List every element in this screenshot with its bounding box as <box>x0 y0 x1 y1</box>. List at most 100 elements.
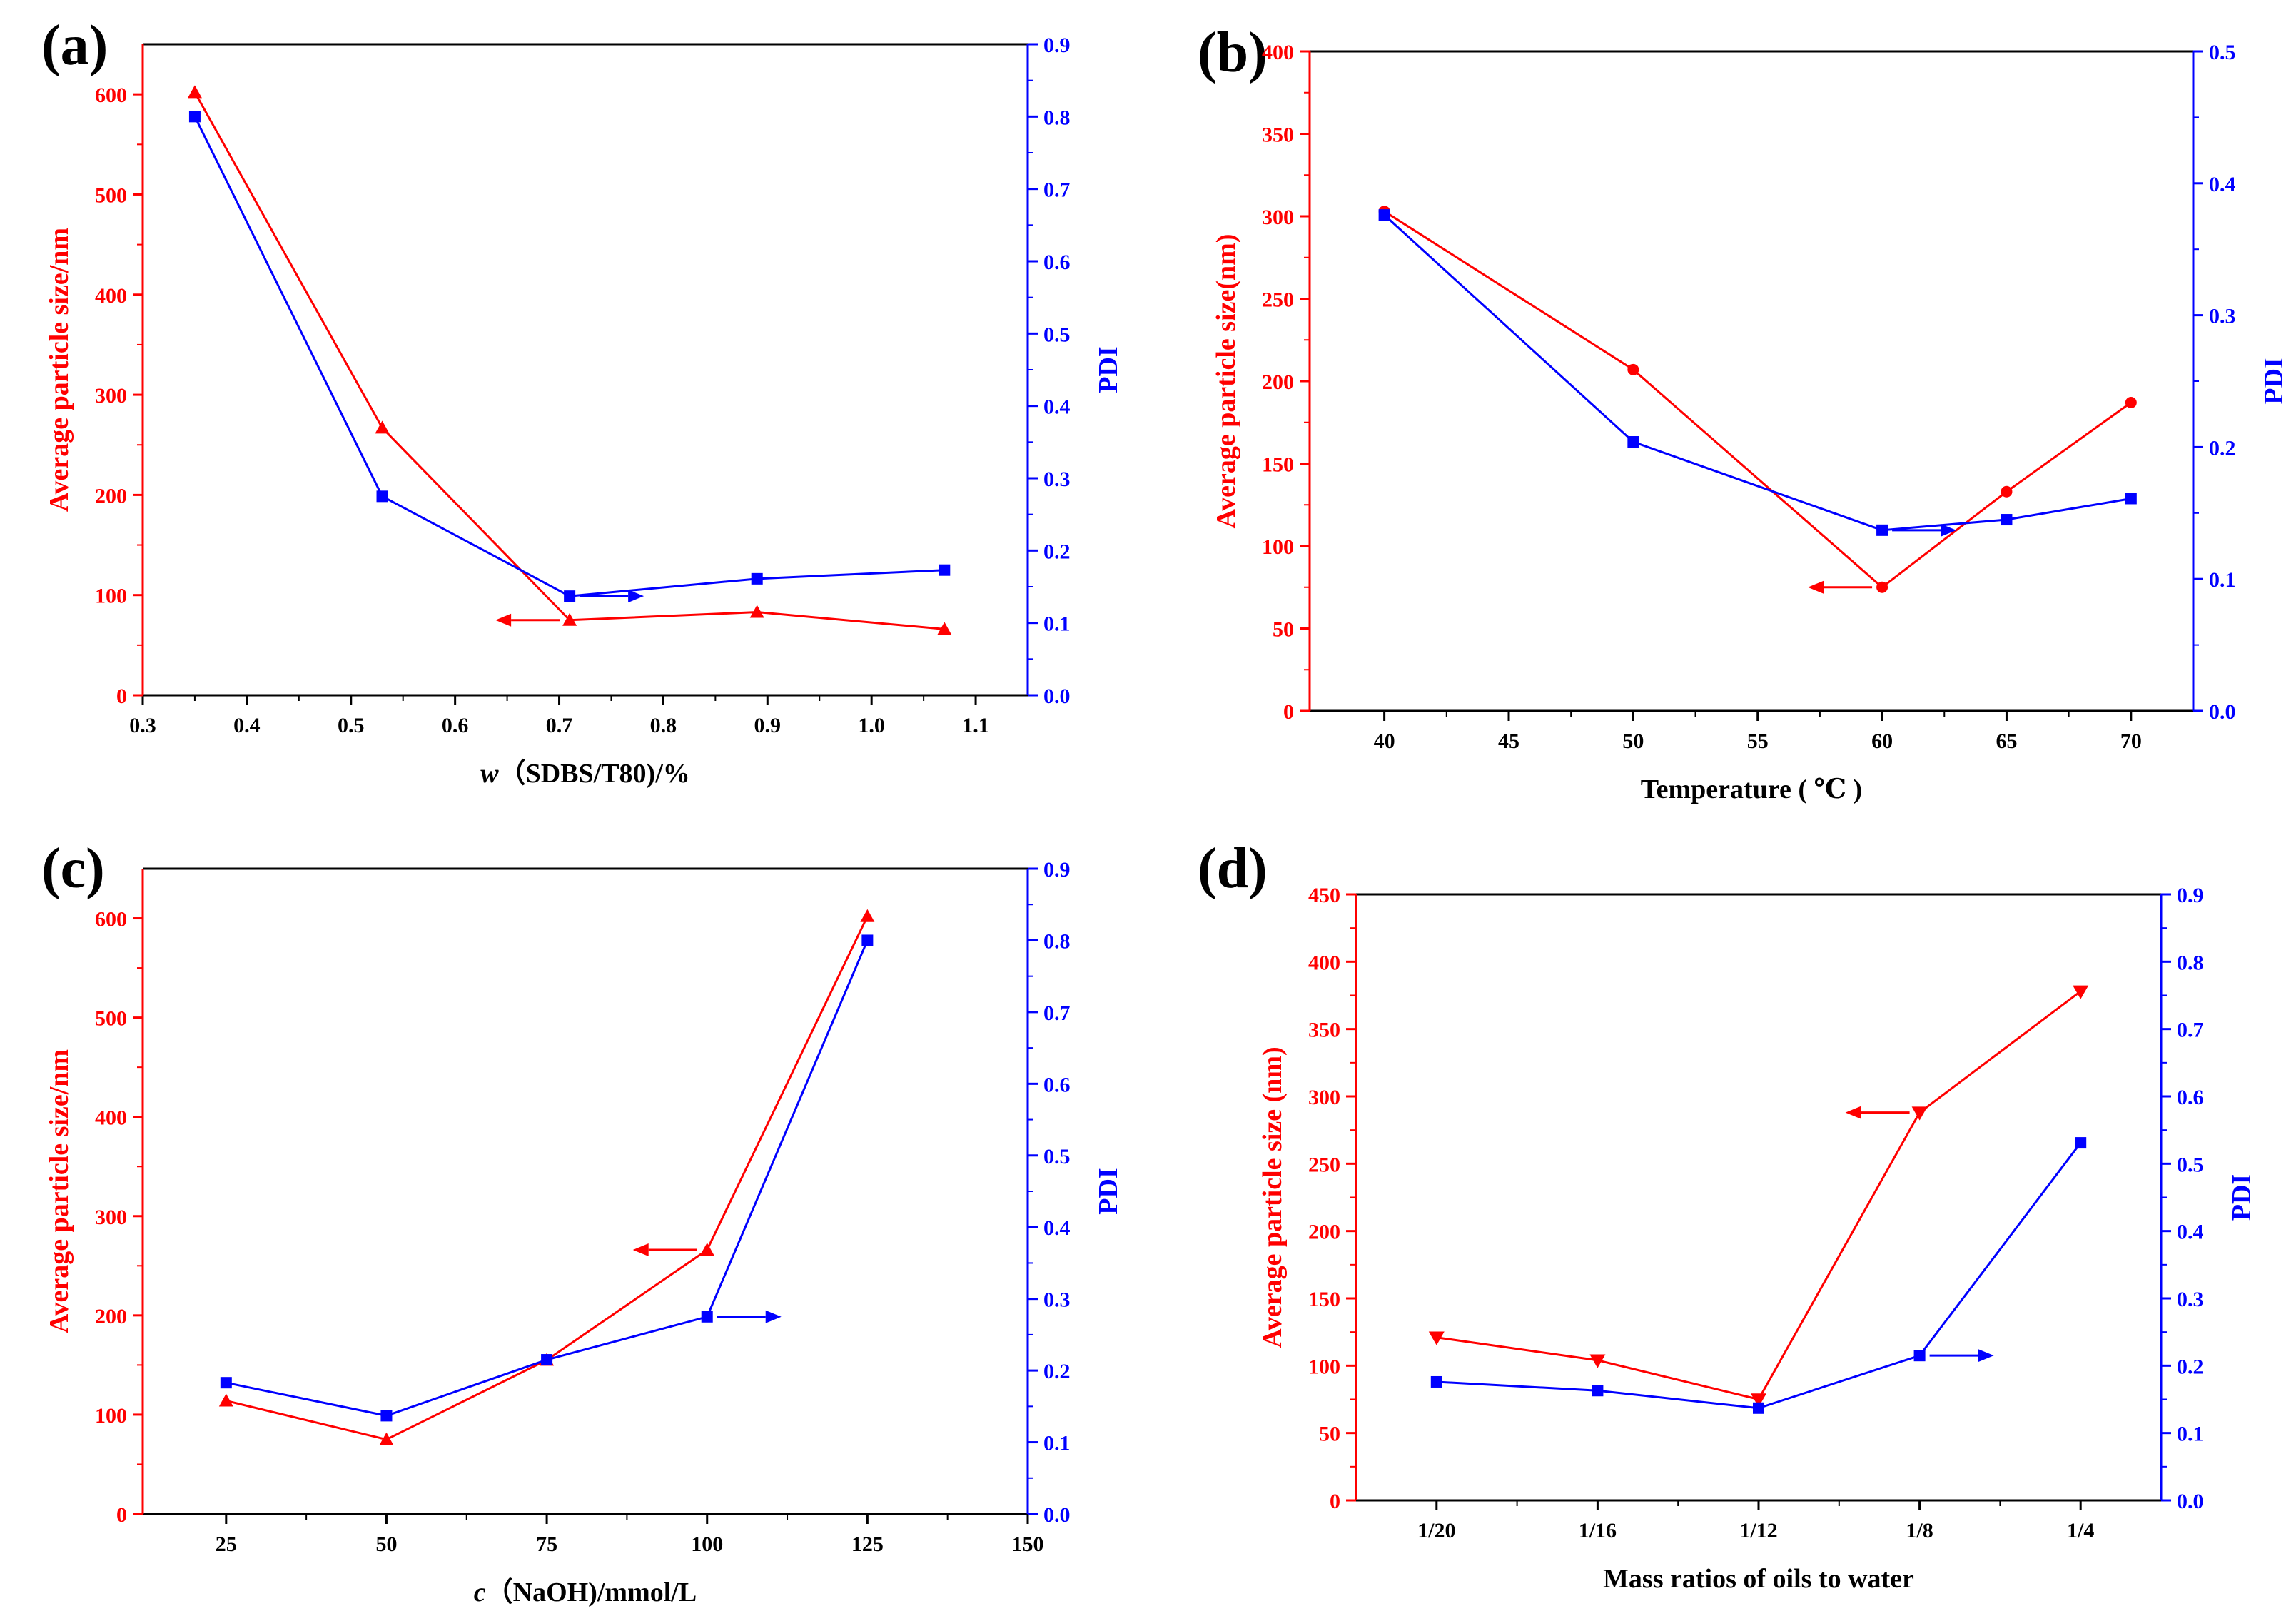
right-axis-arrow <box>1892 523 1957 537</box>
y2-axis-title: PDI <box>2259 358 2289 404</box>
y2-tick-label: 0.7 <box>1043 1001 1071 1025</box>
panel-label: (a) <box>41 14 108 77</box>
pdi-point <box>376 490 388 503</box>
y2-tick-label: 0.4 <box>1043 1216 1071 1240</box>
size-point <box>218 1393 233 1407</box>
y-tick-label: 400 <box>95 284 127 308</box>
series-line <box>1436 1142 2082 1410</box>
y-tick-label: 200 <box>1308 1221 1340 1244</box>
y2-axis-title: PDI <box>2227 1174 2257 1221</box>
y2-tick-label: 0.9 <box>1043 34 1071 57</box>
y-tick-label: 500 <box>95 183 127 207</box>
size-point <box>1627 363 1639 375</box>
y2-tick-label: 0.3 <box>2177 1288 2204 1311</box>
size-point <box>1751 1393 1766 1408</box>
pdi-point <box>1876 524 1888 536</box>
size-point <box>860 909 875 922</box>
series-line <box>1383 210 2132 589</box>
y-tick-label: 200 <box>95 1305 127 1328</box>
x-tick-label: 0.4 <box>233 714 261 737</box>
y2-tick-label: 0.2 <box>2209 436 2236 460</box>
series-line <box>1436 990 2082 1401</box>
x-tick-label: 125 <box>851 1532 884 1556</box>
size-point <box>1428 1331 1445 1345</box>
y2-tick-label: 0.6 <box>1043 251 1071 274</box>
right-axis-arrow <box>717 1310 782 1323</box>
pdi-point <box>380 1410 393 1422</box>
y-tick-label: 100 <box>1262 535 1294 559</box>
x-tick-label: 25 <box>216 1532 237 1556</box>
y2-tick-label: 0.5 <box>1043 1145 1071 1168</box>
pdi-point <box>2001 514 2013 526</box>
series-pdi <box>220 934 874 1422</box>
y-tick-label: 0 <box>116 1503 127 1527</box>
size-point <box>1911 1106 1928 1121</box>
panel-label: (d) <box>1198 837 1268 900</box>
y-tick-label: 350 <box>1308 1019 1340 1042</box>
y2-tick-label: 0.1 <box>1043 612 1071 636</box>
y-tick-label: 300 <box>95 1206 127 1229</box>
y2-axis-title: PDI <box>1093 346 1123 393</box>
series-particle-size <box>1378 206 2137 593</box>
y-tick-label: 200 <box>1262 370 1294 394</box>
x-axis-title-variable: c <box>474 1577 486 1607</box>
left-axis-arrow <box>1845 1106 1910 1119</box>
y2-tick-label: 0.3 <box>2209 305 2236 328</box>
x-axis-title: c（NaOH)/mmol/L <box>474 1577 697 1607</box>
y-tick-label: 0 <box>116 685 127 708</box>
size-point <box>1876 581 1888 593</box>
series-pdi <box>1378 209 2137 536</box>
size-point <box>375 420 390 434</box>
y2-tick-label: 0.7 <box>1043 178 1071 202</box>
series-line <box>193 116 945 597</box>
x-tick-label: 50 <box>1622 729 1644 753</box>
pdi-point <box>2075 1137 2087 1149</box>
x-tick-label: 0.6 <box>442 714 469 737</box>
size-point <box>749 605 764 618</box>
x-tick-label: 70 <box>2120 729 2142 753</box>
arrow-head <box>1845 1106 1861 1119</box>
y2-tick-label: 0.4 <box>2209 173 2236 196</box>
y2-tick-label: 0.2 <box>2177 1355 2204 1378</box>
y2-tick-label: 0.1 <box>2177 1423 2204 1446</box>
arrow-head <box>628 590 644 603</box>
x-axis-title-variable: w <box>480 759 499 789</box>
pdi-point <box>541 1354 553 1366</box>
y-tick-label: 300 <box>1308 1086 1340 1109</box>
left-axis-arrow <box>495 613 560 627</box>
y2-tick-label: 0.4 <box>1043 395 1071 419</box>
y-tick-label: 200 <box>95 484 127 507</box>
y2-tick-label: 0.7 <box>2177 1019 2204 1042</box>
arrow-head <box>765 1310 782 1323</box>
y-axis-title: Average particle size/nm <box>44 1049 74 1333</box>
y2-tick-label: 0.9 <box>1043 858 1071 882</box>
x-tick-label: 0.8 <box>650 714 677 737</box>
x-tick-label: 100 <box>691 1532 723 1556</box>
x-tick-label: 60 <box>1871 729 1893 753</box>
x-tick-label: 0.7 <box>546 714 573 737</box>
x-tick-label: 65 <box>1996 729 2017 753</box>
y-tick-label: 50 <box>1273 618 1294 642</box>
y-tick-label: 600 <box>95 908 127 931</box>
pdi-point <box>2125 493 2137 505</box>
y2-tick-label: 0.5 <box>2177 1153 2204 1176</box>
pdi-point <box>1592 1385 1604 1397</box>
panel-b: (b) 40 45 50 55 60 65 70 0 50 100 150 200 250 300 350 40… <box>1198 21 2289 804</box>
y2-tick-label: 0.3 <box>1043 468 1071 491</box>
pdi-point <box>188 111 201 123</box>
x-tick-label: 0.9 <box>754 714 782 737</box>
panel-label: (c) <box>41 837 105 900</box>
y-tick-label: 250 <box>1262 288 1294 312</box>
x-axis-title-text: （SDBS/T80)/% <box>499 759 690 789</box>
pdi-point <box>1627 436 1639 448</box>
right-axis-arrow <box>580 590 644 603</box>
y2-tick-label: 0.5 <box>2209 41 2236 64</box>
arrow-head <box>1941 523 1957 537</box>
y2-tick-label: 0.0 <box>2209 700 2236 724</box>
left-axis-arrow <box>632 1243 697 1257</box>
size-point <box>1589 1354 1606 1368</box>
y-tick-label: 100 <box>95 1404 127 1428</box>
x-tick-label: 55 <box>1747 729 1769 753</box>
y-axis-title: Average particle size/nm <box>44 228 74 512</box>
